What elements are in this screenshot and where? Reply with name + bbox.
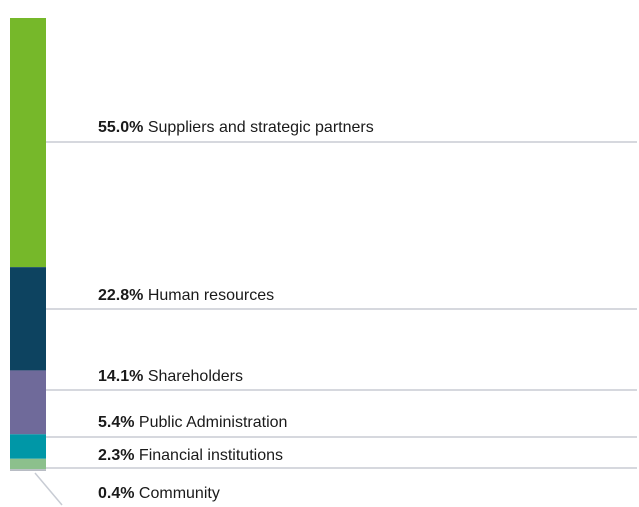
bar-segment [10, 469, 46, 471]
segment-label: 2.3% Financial institutions [98, 447, 283, 464]
bar-segment [10, 267, 46, 371]
bar-segment [10, 370, 46, 435]
legend-label: Public Administration [139, 414, 288, 431]
legend-label: Shareholders [148, 368, 243, 385]
segment-label: 5.4% Public Administration [98, 414, 287, 431]
value-label: 5.4% [98, 414, 134, 431]
legend-label: Suppliers and strategic partners [148, 119, 374, 136]
value-label: 2.3% [98, 447, 134, 464]
bar-segment [10, 458, 46, 470]
legend-label: Community [139, 485, 220, 502]
segment-label: 14.1% Shareholders [98, 368, 243, 385]
bar-segment [10, 18, 46, 268]
legend-label: Financial institutions [139, 447, 283, 464]
segment-label: 22.8% Human resources [98, 287, 274, 304]
value-label: 55.0% [98, 119, 143, 136]
leader-line [34, 472, 63, 506]
legend-label: Human resources [148, 287, 274, 304]
segment-label: 0.4% Community [98, 485, 220, 502]
value-label: 14.1% [98, 368, 143, 385]
segment-label: 55.0% Suppliers and strategic partners [98, 119, 374, 136]
bar-segment [10, 434, 46, 459]
value-label: 0.4% [98, 485, 134, 502]
value-label: 22.8% [98, 287, 143, 304]
